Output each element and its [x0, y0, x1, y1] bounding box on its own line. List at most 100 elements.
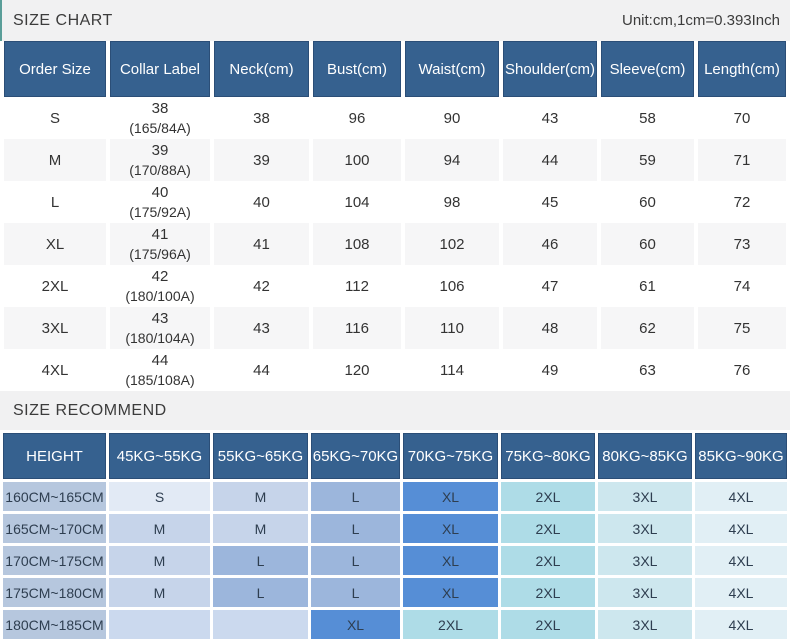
- column-header-collar-label: Collar Label: [110, 41, 210, 97]
- size-recommend-cell: 3XL: [598, 546, 692, 575]
- column-header-bust: Bust(cm): [313, 41, 401, 97]
- height-range-cell: 175CM~180CM: [3, 578, 106, 607]
- order-size-cell: L: [4, 181, 106, 223]
- size-recommend-cell: 3XL: [598, 578, 692, 607]
- collar-number: 38: [151, 99, 169, 117]
- column-header-height: HEIGHT: [3, 433, 106, 479]
- size-chart-table: Order Size Collar Label Neck(cm) Bust(cm…: [0, 41, 790, 391]
- column-header-waist: Waist(cm): [405, 41, 499, 97]
- collar-number: 40: [151, 183, 169, 201]
- size-recommend-cell: M: [109, 546, 210, 575]
- collar-spec: (170/88A): [129, 161, 191, 178]
- size-recommend-title-bar: SIZE RECOMMEND: [0, 391, 790, 430]
- size-recommend-cell: 4XL: [695, 610, 787, 639]
- waist-cell: 110: [405, 307, 499, 349]
- collar-spec: (180/100A): [125, 287, 195, 304]
- waist-cell: 106: [405, 265, 499, 307]
- bust-cell: 100: [313, 139, 401, 181]
- neck-cell: 43: [214, 307, 309, 349]
- size-recommend-cell: M: [109, 578, 210, 607]
- collar-spec: (175/96A): [129, 245, 191, 262]
- collar-label-cell: 44 (185/108A): [110, 349, 210, 391]
- neck-cell: 40: [214, 181, 309, 223]
- size-recommend-cell: 2XL: [501, 546, 595, 575]
- sleeve-cell: 59: [601, 139, 694, 181]
- recommend-row-160-165: 160CM~165CM S M L XL 2XL 3XL 4XL: [3, 482, 787, 511]
- length-cell: 72: [698, 181, 786, 223]
- order-size-cell: XL: [4, 223, 106, 265]
- size-row-m: M 39 (170/88A) 39 100 94 44 59 71: [4, 139, 786, 181]
- size-recommend-cell: L: [311, 514, 400, 543]
- size-recommend-cell: M: [213, 482, 308, 511]
- column-header-85-90kg: 85KG~90KG: [695, 433, 787, 479]
- column-header-80-85kg: 80KG~85KG: [598, 433, 692, 479]
- order-size-cell: 3XL: [4, 307, 106, 349]
- column-header-neck: Neck(cm): [214, 41, 309, 97]
- height-range-cell: 160CM~165CM: [3, 482, 106, 511]
- unit-note: Unit:cm,1cm=0.393Inch: [622, 12, 780, 29]
- size-recommend-cell: XL: [403, 578, 498, 607]
- size-recommend-cell: 4XL: [695, 546, 787, 575]
- recommend-row-170-175: 170CM~175CM M L L XL 2XL 3XL 4XL: [3, 546, 787, 575]
- order-size-cell: M: [4, 139, 106, 181]
- shoulder-cell: 43: [503, 97, 597, 139]
- size-recommend-cell: XL: [403, 546, 498, 575]
- height-range-cell: 165CM~170CM: [3, 514, 106, 543]
- collar-label-cell: 40 (175/92A): [110, 181, 210, 223]
- column-header-70-75kg: 70KG~75KG: [403, 433, 498, 479]
- shoulder-cell: 49: [503, 349, 597, 391]
- waist-cell: 90: [405, 97, 499, 139]
- size-recommend-cell: XL: [311, 610, 400, 639]
- recommend-row-180-185: 180CM~185CM XL 2XL 2XL 3XL 4XL: [3, 610, 787, 639]
- waist-cell: 114: [405, 349, 499, 391]
- length-cell: 74: [698, 265, 786, 307]
- recommend-row-165-170: 165CM~170CM M M L XL 2XL 3XL 4XL: [3, 514, 787, 543]
- size-recommend-table: HEIGHT 45KG~55KG 55KG~65KG 65KG~70KG 70K…: [0, 430, 790, 642]
- height-range-cell: 180CM~185CM: [3, 610, 106, 639]
- collar-spec: (175/92A): [129, 203, 191, 220]
- size-recommend-cell: L: [311, 578, 400, 607]
- collar-label-cell: 43 (180/104A): [110, 307, 210, 349]
- size-recommend-cell: 4XL: [695, 514, 787, 543]
- size-row-3xl: 3XL 43 (180/104A) 43 116 110 48 62 75: [4, 307, 786, 349]
- collar-label-cell: 42 (180/100A): [110, 265, 210, 307]
- size-recommend-cell: L: [213, 546, 308, 575]
- size-recommend-cell: 4XL: [695, 482, 787, 511]
- waist-cell: 98: [405, 181, 499, 223]
- bust-cell: 96: [313, 97, 401, 139]
- size-recommend-cell: XL: [403, 514, 498, 543]
- size-recommend-cell: 2XL: [501, 514, 595, 543]
- size-chart-header-row: Order Size Collar Label Neck(cm) Bust(cm…: [4, 41, 786, 97]
- size-chart-title-bar: SIZE CHART Unit:cm,1cm=0.393Inch: [0, 0, 790, 41]
- page-edge-accent: [0, 0, 2, 41]
- size-recommend-cell: 3XL: [598, 610, 692, 639]
- size-recommend-cell: M: [213, 514, 308, 543]
- collar-spec: (165/84A): [129, 119, 191, 136]
- sleeve-cell: 58: [601, 97, 694, 139]
- size-row-s: S 38 (165/84A) 38 96 90 43 58 70: [4, 97, 786, 139]
- column-header-75-80kg: 75KG~80KG: [501, 433, 595, 479]
- height-range-cell: 170CM~175CM: [3, 546, 106, 575]
- collar-number: 43: [151, 309, 169, 327]
- size-recommend-cell: [109, 610, 210, 639]
- collar-number: 39: [151, 141, 169, 159]
- size-recommend-cell: L: [213, 578, 308, 607]
- size-recommend-cell: M: [109, 514, 210, 543]
- size-recommend-cell: L: [311, 546, 400, 575]
- size-recommend-cell: [213, 610, 308, 639]
- length-cell: 70: [698, 97, 786, 139]
- size-recommend-cell: 2XL: [501, 482, 595, 511]
- neck-cell: 42: [214, 265, 309, 307]
- collar-label-cell: 39 (170/88A): [110, 139, 210, 181]
- order-size-cell: 2XL: [4, 265, 106, 307]
- bust-cell: 108: [313, 223, 401, 265]
- bust-cell: 116: [313, 307, 401, 349]
- size-chart-title: SIZE CHART: [13, 11, 113, 29]
- shoulder-cell: 45: [503, 181, 597, 223]
- column-header-45-55kg: 45KG~55KG: [109, 433, 210, 479]
- collar-number: 44: [151, 351, 169, 369]
- shoulder-cell: 47: [503, 265, 597, 307]
- bust-cell: 104: [313, 181, 401, 223]
- column-header-shoulder: Shoulder(cm): [503, 41, 597, 97]
